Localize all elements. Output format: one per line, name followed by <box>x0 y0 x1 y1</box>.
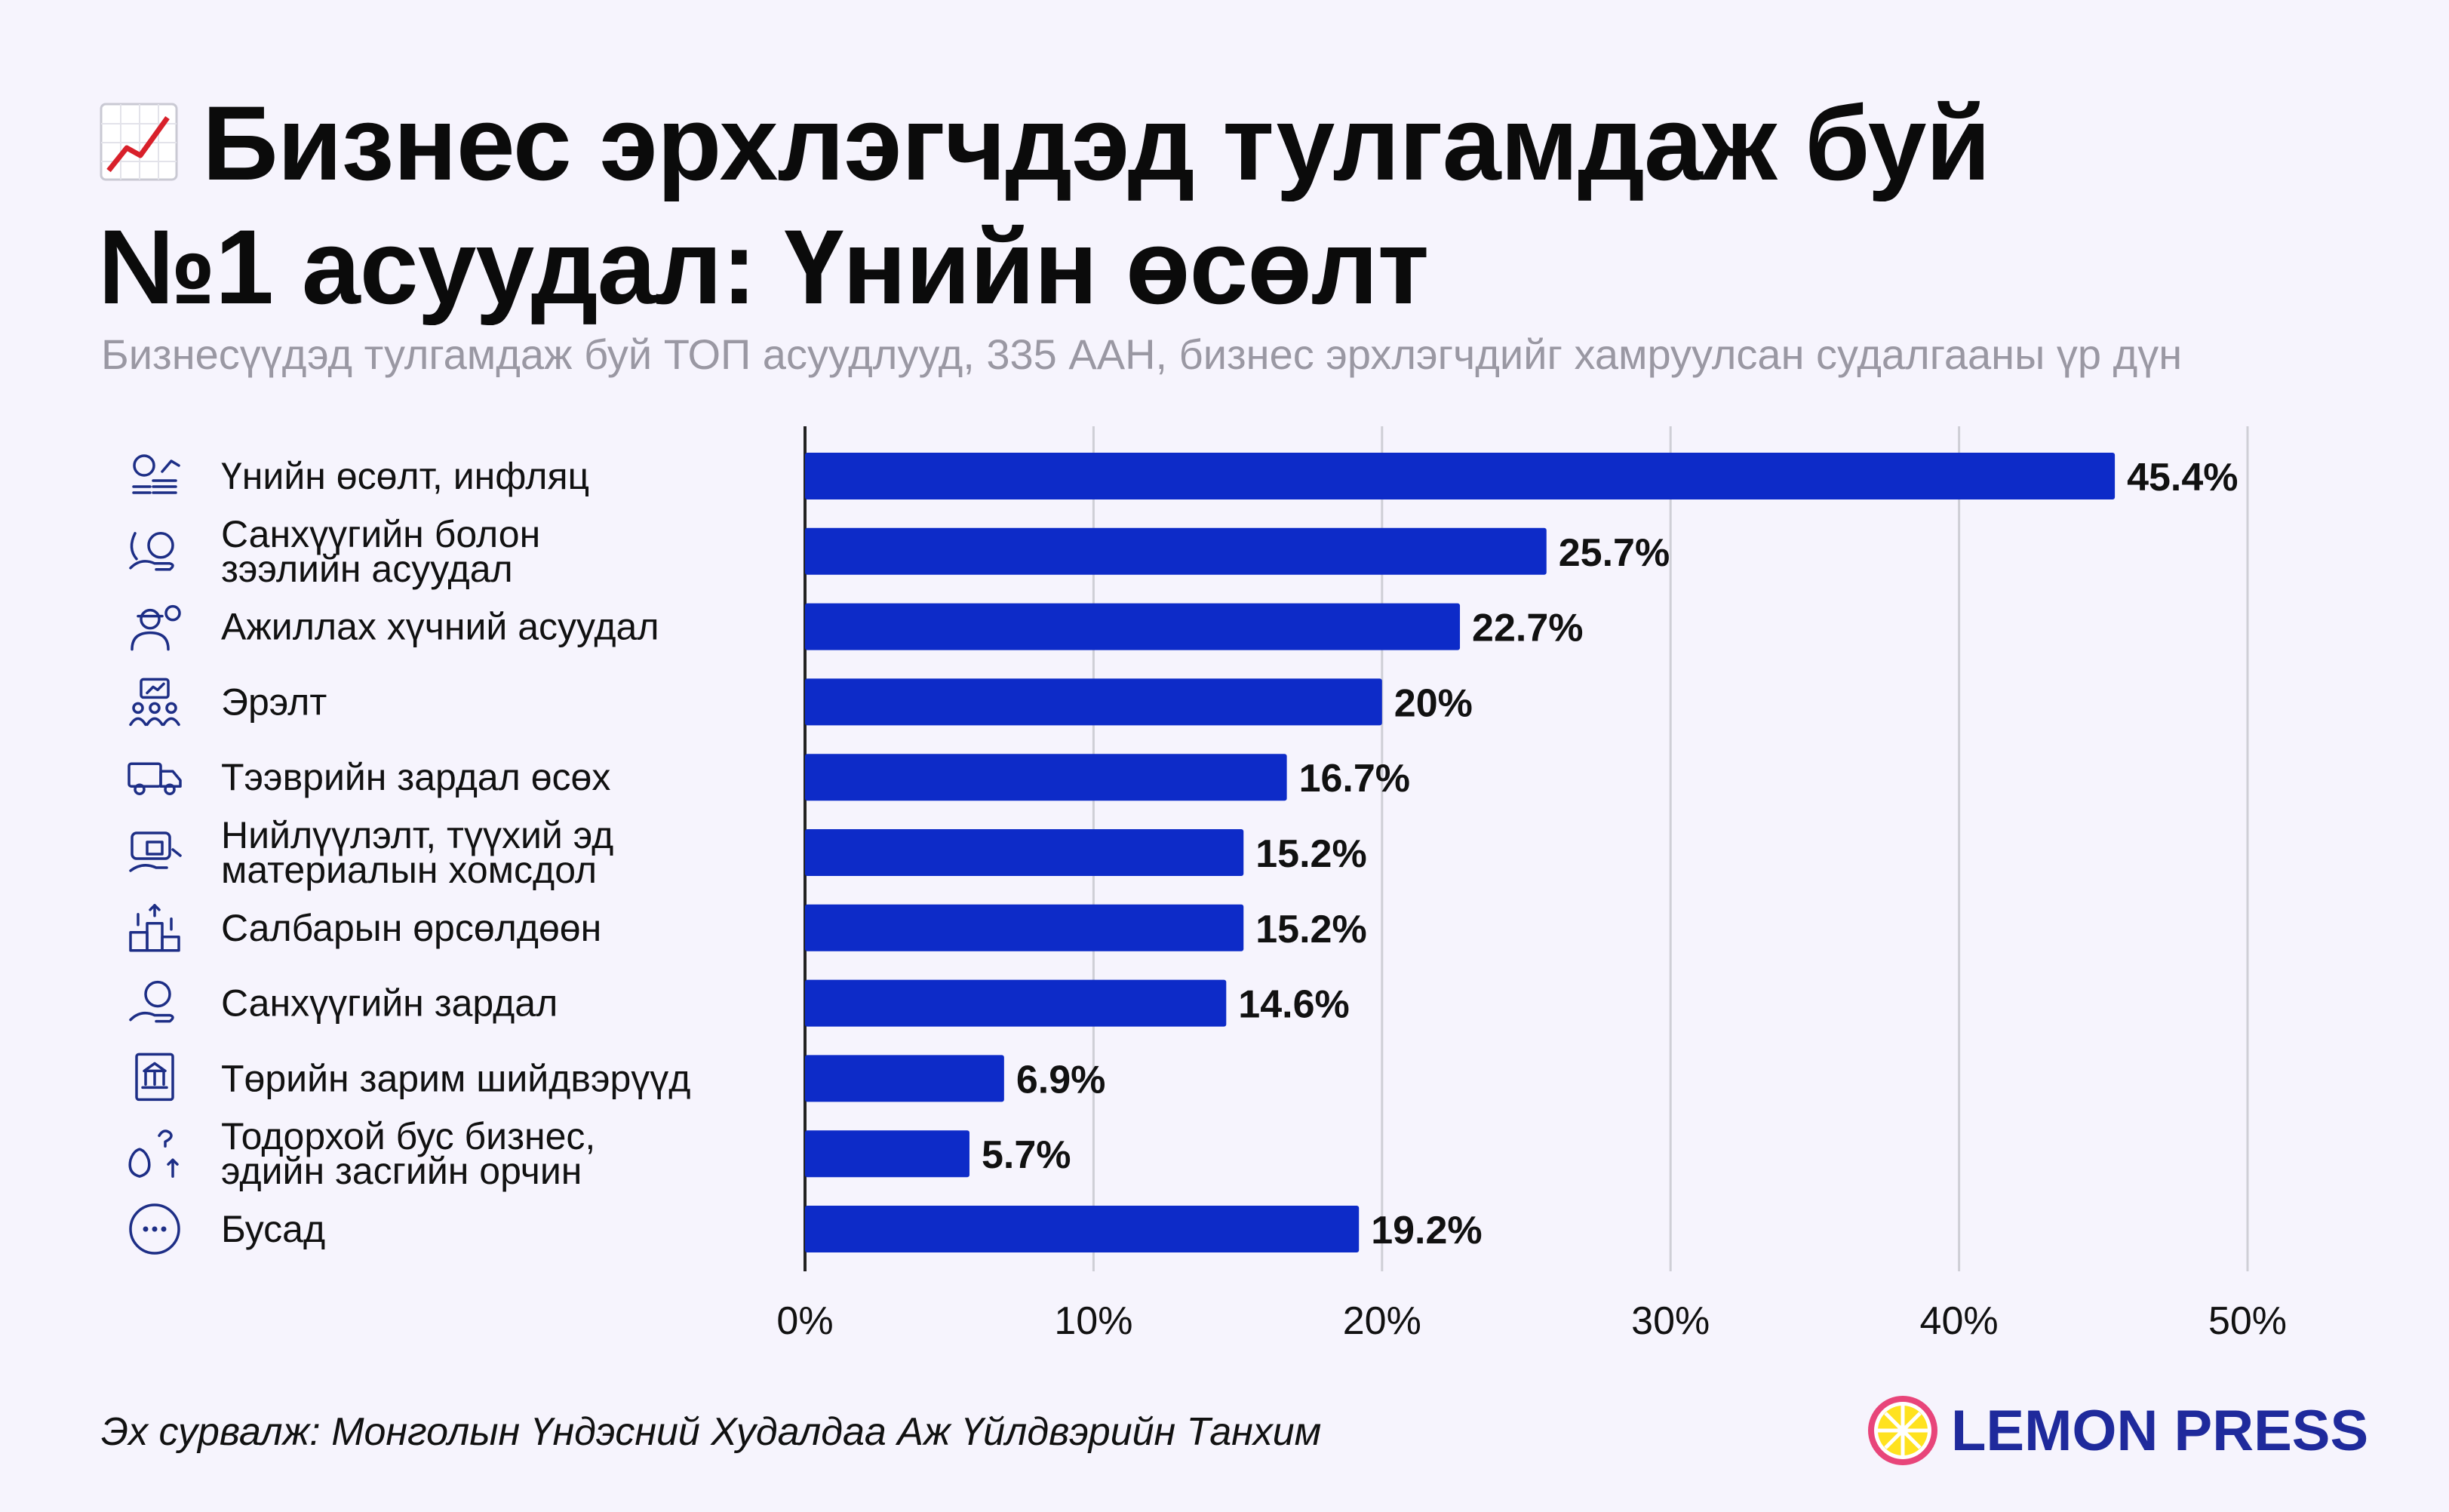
demand-people-icon <box>129 678 180 727</box>
bar <box>805 603 1461 650</box>
bar <box>805 904 1244 951</box>
lemon-icon <box>1868 1396 1937 1465</box>
category-label: Салбарын өрсөлдөөн <box>221 907 601 949</box>
value-label: 25.7% <box>1559 531 1670 575</box>
bar <box>805 829 1244 876</box>
value-label: 20% <box>1394 681 1473 725</box>
value-label: 5.7% <box>982 1133 1071 1177</box>
bar <box>805 754 1287 801</box>
hand-money-icon <box>129 532 174 571</box>
logo-text: LEMON PRESS <box>1951 1398 2369 1463</box>
bar <box>805 1130 969 1178</box>
x-tick-label: 30% <box>1631 1299 1710 1343</box>
x-tick-label: 0% <box>776 1299 833 1343</box>
hand-coin-icon <box>129 980 174 1023</box>
supply-box-icon <box>129 831 182 872</box>
source-note: Эх сурвалж: Монголын Үндэсний Худалдаа А… <box>101 1410 1322 1454</box>
value-label: 16.7% <box>1299 757 1410 801</box>
coins-growth-icon <box>132 454 180 494</box>
x-tick-label: 50% <box>2208 1299 2287 1343</box>
category-label: Нийлүүлэлт, түүхий эд материалын хомсдол <box>221 814 613 891</box>
uncertain-money-icon <box>128 1129 179 1178</box>
government-document-icon <box>135 1053 174 1102</box>
bar <box>805 453 2116 499</box>
category-label: Ажиллах хүчний асуудал <box>221 606 659 648</box>
value-label: 15.2% <box>1255 832 1366 876</box>
value-label: 45.4% <box>2127 456 2238 499</box>
category-label: Үнийн өсөлт, инфляц <box>221 455 589 497</box>
worker-gear-icon <box>131 604 181 651</box>
lemon-press-logo: LEMON PRESS <box>1865 1393 2368 1468</box>
bar <box>805 1055 1004 1102</box>
x-tick-label: 40% <box>1920 1299 1999 1343</box>
category-label: Төрийн зарим шийдвэрүүд <box>221 1057 690 1099</box>
category-label: Бусад <box>221 1208 325 1250</box>
value-label: 22.7% <box>1472 607 1583 650</box>
podium-icon <box>129 904 180 952</box>
bar <box>805 979 1227 1027</box>
bar <box>805 678 1382 726</box>
category-label: Эрэлт <box>221 681 327 723</box>
value-label: 6.9% <box>1016 1058 1106 1102</box>
title-line-1: Бизнес эрхлэгчдэд тулгамдаж буй <box>202 84 1991 202</box>
bar <box>805 1206 1360 1252</box>
category-label: Тодорхой бус бизнес, эдийн засгийн орчин <box>221 1115 595 1192</box>
value-label: 19.2% <box>1371 1209 1482 1252</box>
x-tick-label: 10% <box>1054 1299 1132 1343</box>
more-dots-icon <box>129 1203 180 1255</box>
title-line-2: №1 асуудал: Үнийн өсөлт <box>98 207 1429 326</box>
value-label: 15.2% <box>1255 908 1366 951</box>
x-tick-label: 20% <box>1343 1299 1421 1343</box>
truck-icon <box>128 762 182 795</box>
bar <box>805 527 1547 575</box>
category-label: Санхүүгийн болон зээлийн асуудал <box>221 513 540 590</box>
chart-title: Бизнес эрхлэгчдэд тулгамдаж буй №1 асууд… <box>98 81 2286 329</box>
chart-increasing-icon <box>98 85 180 181</box>
category-label: Тээврийн зардал өсөх <box>221 756 610 798</box>
chart-subtitle: Бизнесүүдэд тулгамдаж буй ТОП асуудлууд,… <box>101 330 2183 378</box>
value-label: 14.6% <box>1238 983 1349 1027</box>
category-label: Санхүүгийн зардал <box>221 982 558 1025</box>
